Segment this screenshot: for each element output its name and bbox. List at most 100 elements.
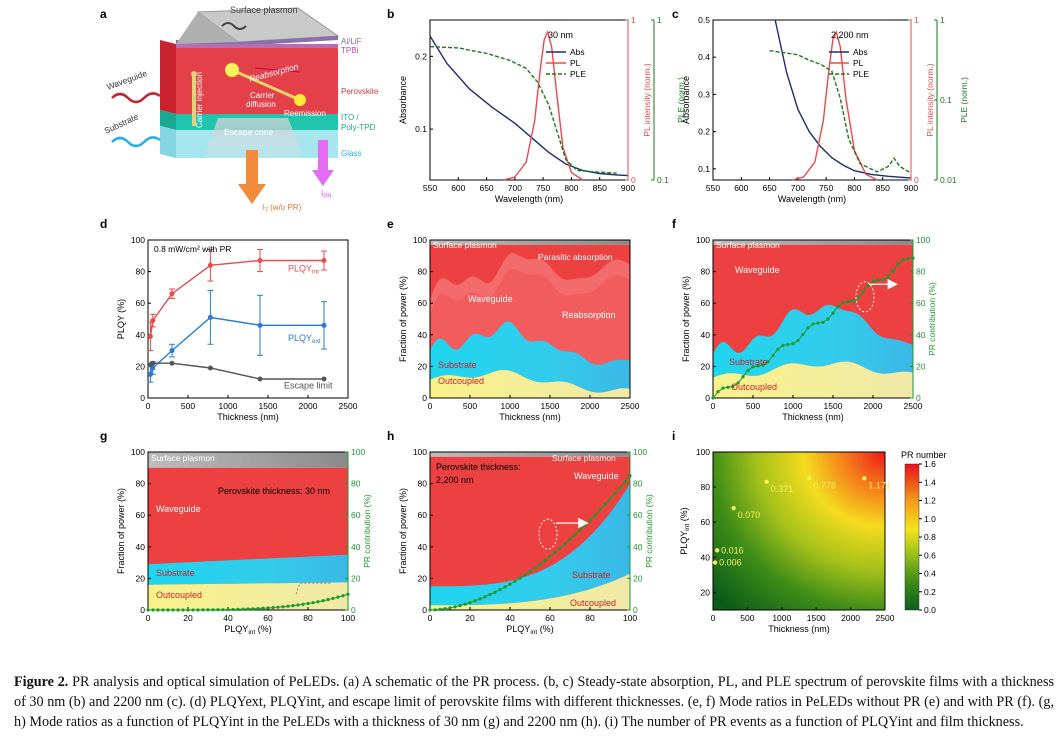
- right-tick-label: 1: [940, 15, 945, 25]
- panel-letter-d: d: [100, 217, 107, 231]
- y-tick-label: 60: [136, 298, 146, 308]
- x-tick-label: 1500: [807, 613, 826, 623]
- label-substrate: Substrate: [438, 360, 477, 370]
- right-tick-label: 60: [916, 298, 926, 308]
- x-tick-label: 0: [711, 613, 716, 623]
- x-tick-label: 0: [711, 401, 716, 411]
- x-tick-label: 2500: [876, 613, 895, 623]
- data-point: [150, 318, 156, 324]
- x-tick-label: 1000: [784, 401, 803, 411]
- right-tick-label: 80: [633, 479, 643, 489]
- pr-number-label: 0.006: [719, 558, 742, 568]
- x-tick-label: 550: [423, 183, 437, 193]
- region-outcoupled: [713, 361, 913, 398]
- x-tick-label: 20: [465, 613, 475, 623]
- thickness-annotation: 30 nm: [548, 30, 573, 40]
- x-tick-label: 0: [428, 401, 433, 411]
- x-tick-label: 0: [146, 401, 151, 411]
- data-point: [207, 365, 213, 371]
- y-tick-label: 60: [418, 298, 428, 308]
- legend-label: PLE: [570, 69, 586, 79]
- panel-c-spectra: 550 600 650 700 750 800 850 900 0.1 0.2 0.3 0.4 0.5 W…: [681, 15, 969, 204]
- y-tick-label: 100: [131, 235, 145, 245]
- y-tick-label: 20: [136, 573, 146, 583]
- y-tick-label: 100: [413, 235, 427, 245]
- colorbar-tick-label: 0.8: [924, 532, 936, 542]
- y-tick-label: 80: [418, 267, 428, 277]
- data-point: [207, 314, 213, 320]
- region-substrate: [430, 321, 630, 393]
- y-tick-label: 0.4: [698, 52, 710, 62]
- label-surface-plasmon: Surface plasmon: [151, 453, 215, 463]
- sp-label: Surface plasmon: [230, 5, 298, 15]
- x-tick-label: 500: [181, 401, 195, 411]
- colorbar-tick-label: 0.4: [924, 569, 936, 579]
- data-point: [321, 376, 327, 382]
- right-axis-label: PL intensity (norm.): [925, 63, 935, 137]
- region-surface-plasmon: [713, 240, 913, 245]
- x-tick-label: 900: [904, 183, 918, 193]
- panel-a-schematic: Surface plasmon Al/LiF TPBi Perovskite I…: [103, 5, 379, 214]
- pr-number-point: [862, 476, 867, 481]
- al-lif-label: Al/LiF: [341, 37, 362, 46]
- label-reabsorption: Reabsorption: [562, 310, 616, 320]
- label-waveguide: Waveguide: [156, 504, 201, 514]
- panel-letter-i: i: [672, 429, 675, 443]
- ito-label: ITO /: [341, 113, 359, 122]
- y-axis-label: Fraction of power (%): [681, 276, 691, 362]
- right-tick-label: 40: [351, 542, 361, 552]
- x-tick-label: 100: [623, 613, 637, 623]
- panel-letter-e: e: [387, 217, 394, 231]
- x-tick-label: 2000: [841, 613, 860, 623]
- right-tick-label: 20: [633, 573, 643, 583]
- right-tick-label: 40: [633, 542, 643, 552]
- right-tick-label: 80: [916, 267, 926, 277]
- x-tick-label: 40: [505, 613, 515, 623]
- x-tick-label: 850: [876, 183, 890, 193]
- data-point: [257, 258, 263, 264]
- series-ple: [769, 49, 912, 174]
- x-tick-label: 2500: [621, 401, 640, 411]
- x-tick-label: 500: [463, 401, 477, 411]
- x-tick-label: 100: [341, 613, 355, 623]
- legend-label: PLE: [853, 69, 869, 79]
- y-axis-label: Fraction of power (%): [398, 488, 408, 574]
- region-substrate: [713, 304, 913, 378]
- right-tick-label: 1: [657, 15, 662, 25]
- highlight-callout: [295, 582, 332, 595]
- y-tick-label: 40: [136, 542, 146, 552]
- right-tick-label: 20: [916, 361, 926, 371]
- colorbar-title: PR number: [901, 450, 947, 460]
- x-tick-label: 550: [706, 183, 720, 193]
- right-tick-label: 60: [351, 510, 361, 520]
- x-tick-label: 650: [762, 183, 776, 193]
- plot-frame: [429, 239, 631, 399]
- series-pl: [503, 29, 584, 181]
- series-line: [149, 316, 324, 375]
- right-tick-label: 40: [916, 330, 926, 340]
- pr-number-point: [714, 548, 720, 553]
- data-point: [321, 322, 327, 328]
- x-tick-label: 750: [819, 183, 833, 193]
- pr-line: [429, 475, 631, 611]
- label-substrate: Substrate: [729, 357, 768, 367]
- region-surface-plasmon: [430, 452, 630, 457]
- tpbi-label: TPBi: [341, 46, 359, 55]
- colorbar-tick-label: 1.4: [924, 477, 936, 487]
- y-tick-label: 40: [418, 542, 428, 552]
- region-surface-plasmon: [148, 452, 348, 468]
- legend-label: Abs: [853, 47, 868, 57]
- x-tick-label: 60: [263, 613, 273, 623]
- x-tick-label: 60: [545, 613, 555, 623]
- thickness-annotation-line2: 2,200 nm: [436, 475, 474, 485]
- pr-number-point: [731, 505, 736, 511]
- region-substrate: [430, 483, 630, 606]
- y-tick-label: 40: [701, 552, 711, 562]
- panel-letter-f: f: [672, 217, 677, 231]
- plot-frame: [712, 451, 886, 611]
- y-tick-label: 100: [696, 447, 710, 457]
- label-waveguide: Waveguide: [468, 294, 513, 304]
- colorbar-tick-label: 1.2: [924, 496, 936, 506]
- caption-text: PR analysis and optical simulation of Pe…: [14, 674, 1054, 730]
